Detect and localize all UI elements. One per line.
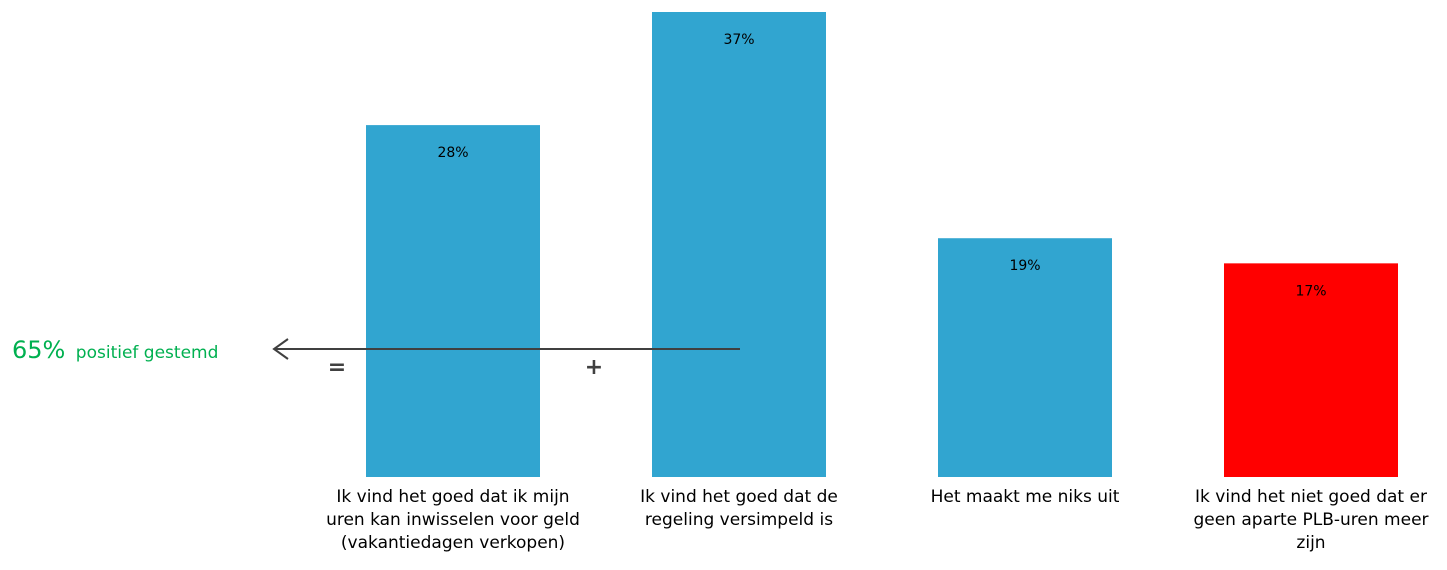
bar-3 — [938, 238, 1112, 477]
positive-annotation-text: positief gestemd — [76, 343, 219, 363]
category-label-line: geen aparte PLB-uren meer — [1193, 510, 1429, 530]
category-label-line: (vakantiedagen verkopen) — [340, 533, 566, 553]
value-labels-group: 28% 37% 19% 17% — [437, 32, 1326, 299]
bar-2 — [652, 12, 826, 477]
category-label-3: Het maakt me niks uit — [895, 486, 1155, 509]
category-label-line: Ik vind het goed dat ik mijn — [336, 487, 570, 507]
positive-annotation: 65% positief gestemd — [12, 336, 218, 364]
bar-1 — [366, 125, 540, 478]
sum-arrow-head — [272, 338, 289, 360]
category-label-4: Ik vind het niet goed dat er geen aparte … — [1181, 486, 1441, 555]
equals-sign: = — [328, 355, 346, 380]
plus-sign: + — [585, 355, 603, 380]
category-label-line: uren kan inwisselen voor geld — [326, 510, 580, 530]
bar-value-label-1: 28% — [437, 145, 468, 161]
category-label-line: Ik vind het goed dat de — [640, 487, 838, 507]
category-label-line: regeling versimpeld is — [644, 510, 834, 530]
category-label-line: Het maakt me niks uit — [930, 487, 1120, 507]
bar-value-label-3: 19% — [1009, 258, 1040, 274]
bar-value-label-2: 37% — [723, 32, 754, 48]
category-label-2: Ik vind het goed dat de regeling versimpe… — [609, 486, 869, 532]
bar-value-label-4: 17% — [1295, 283, 1326, 299]
bar-4 — [1224, 263, 1398, 477]
category-label-1: Ik vind het goed dat ik mijn uren kan inw… — [323, 486, 583, 555]
category-label-line: Ik vind het niet goed dat er — [1195, 487, 1427, 507]
bars-group — [366, 12, 1398, 478]
category-label-line: zijn — [1296, 533, 1326, 553]
positive-annotation-value: 65% — [12, 336, 65, 364]
